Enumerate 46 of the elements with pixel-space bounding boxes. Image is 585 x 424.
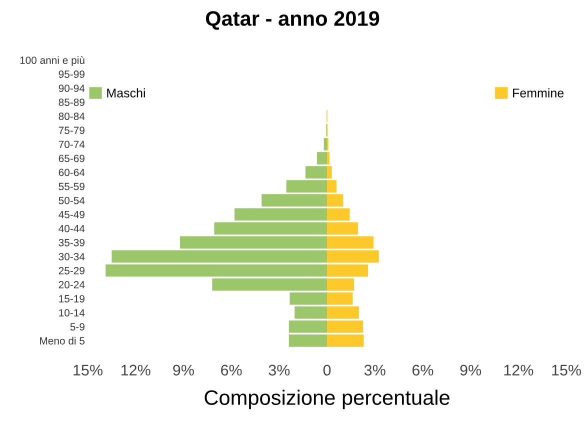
y-tick-label: 100 anni e più — [20, 56, 84, 66]
y-tick-label: 25-29 — [58, 267, 84, 274]
x-tick-label: 3% — [364, 364, 386, 376]
y-tick-label: 10-14 — [59, 309, 85, 316]
y-tick-label: 75-79 — [58, 126, 84, 134]
x-tick-label: 6% — [221, 364, 242, 376]
bar — [112, 250, 328, 263]
x-tick-label: 6% — [412, 364, 434, 376]
x-tick-label: 9% — [173, 364, 194, 376]
y-tick-label: 5-9 — [70, 323, 84, 331]
y-tick-label: 65-69 — [58, 154, 84, 162]
y-tick-label: 90-94 — [58, 84, 85, 92]
y-tick-label: 45-49 — [58, 210, 84, 218]
y-tick-label: 85-89 — [58, 98, 84, 106]
legend-label: Femmine — [513, 88, 564, 98]
x-axis-title: Composizione percentuale — [204, 390, 450, 410]
chart-title: Qatar - anno 2019 — [206, 11, 380, 30]
x-tick-label: 15% — [552, 364, 582, 376]
bar — [106, 264, 328, 277]
y-tick-label: Meno di 5 — [40, 336, 85, 345]
bar — [327, 236, 374, 249]
bar — [327, 278, 354, 291]
x-tick-label: 15% — [74, 364, 102, 376]
y-tick-label: 35-39 — [58, 238, 84, 246]
y-tick-label: 70-74 — [58, 140, 85, 148]
y-tick-label: 30-34 — [58, 252, 85, 260]
bar — [290, 292, 328, 305]
y-tick-label: 40-44 — [58, 224, 85, 232]
bar — [327, 264, 368, 277]
y-tick-label: 55-59 — [58, 182, 84, 190]
bar — [327, 292, 353, 305]
y-tick-label: 20-24 — [58, 281, 85, 288]
x-tick-label: 12% — [504, 364, 534, 376]
x-tick-label: 3% — [268, 364, 290, 376]
bar — [180, 236, 328, 249]
bar — [327, 250, 379, 263]
y-tick-label: 80-84 — [58, 112, 85, 120]
x-tick-label: 9% — [460, 364, 482, 376]
y-tick-label: 95-99 — [58, 70, 84, 78]
x-tick-label: 12% — [121, 364, 150, 376]
legend-label: Maschi — [107, 88, 145, 98]
x-tick-label: 0 — [323, 364, 331, 376]
y-tick-label: 50-54 — [58, 196, 85, 204]
y-tick-label: 60-64 — [58, 168, 85, 176]
bar — [212, 278, 328, 291]
y-tick-label: 15-19 — [59, 295, 84, 302]
